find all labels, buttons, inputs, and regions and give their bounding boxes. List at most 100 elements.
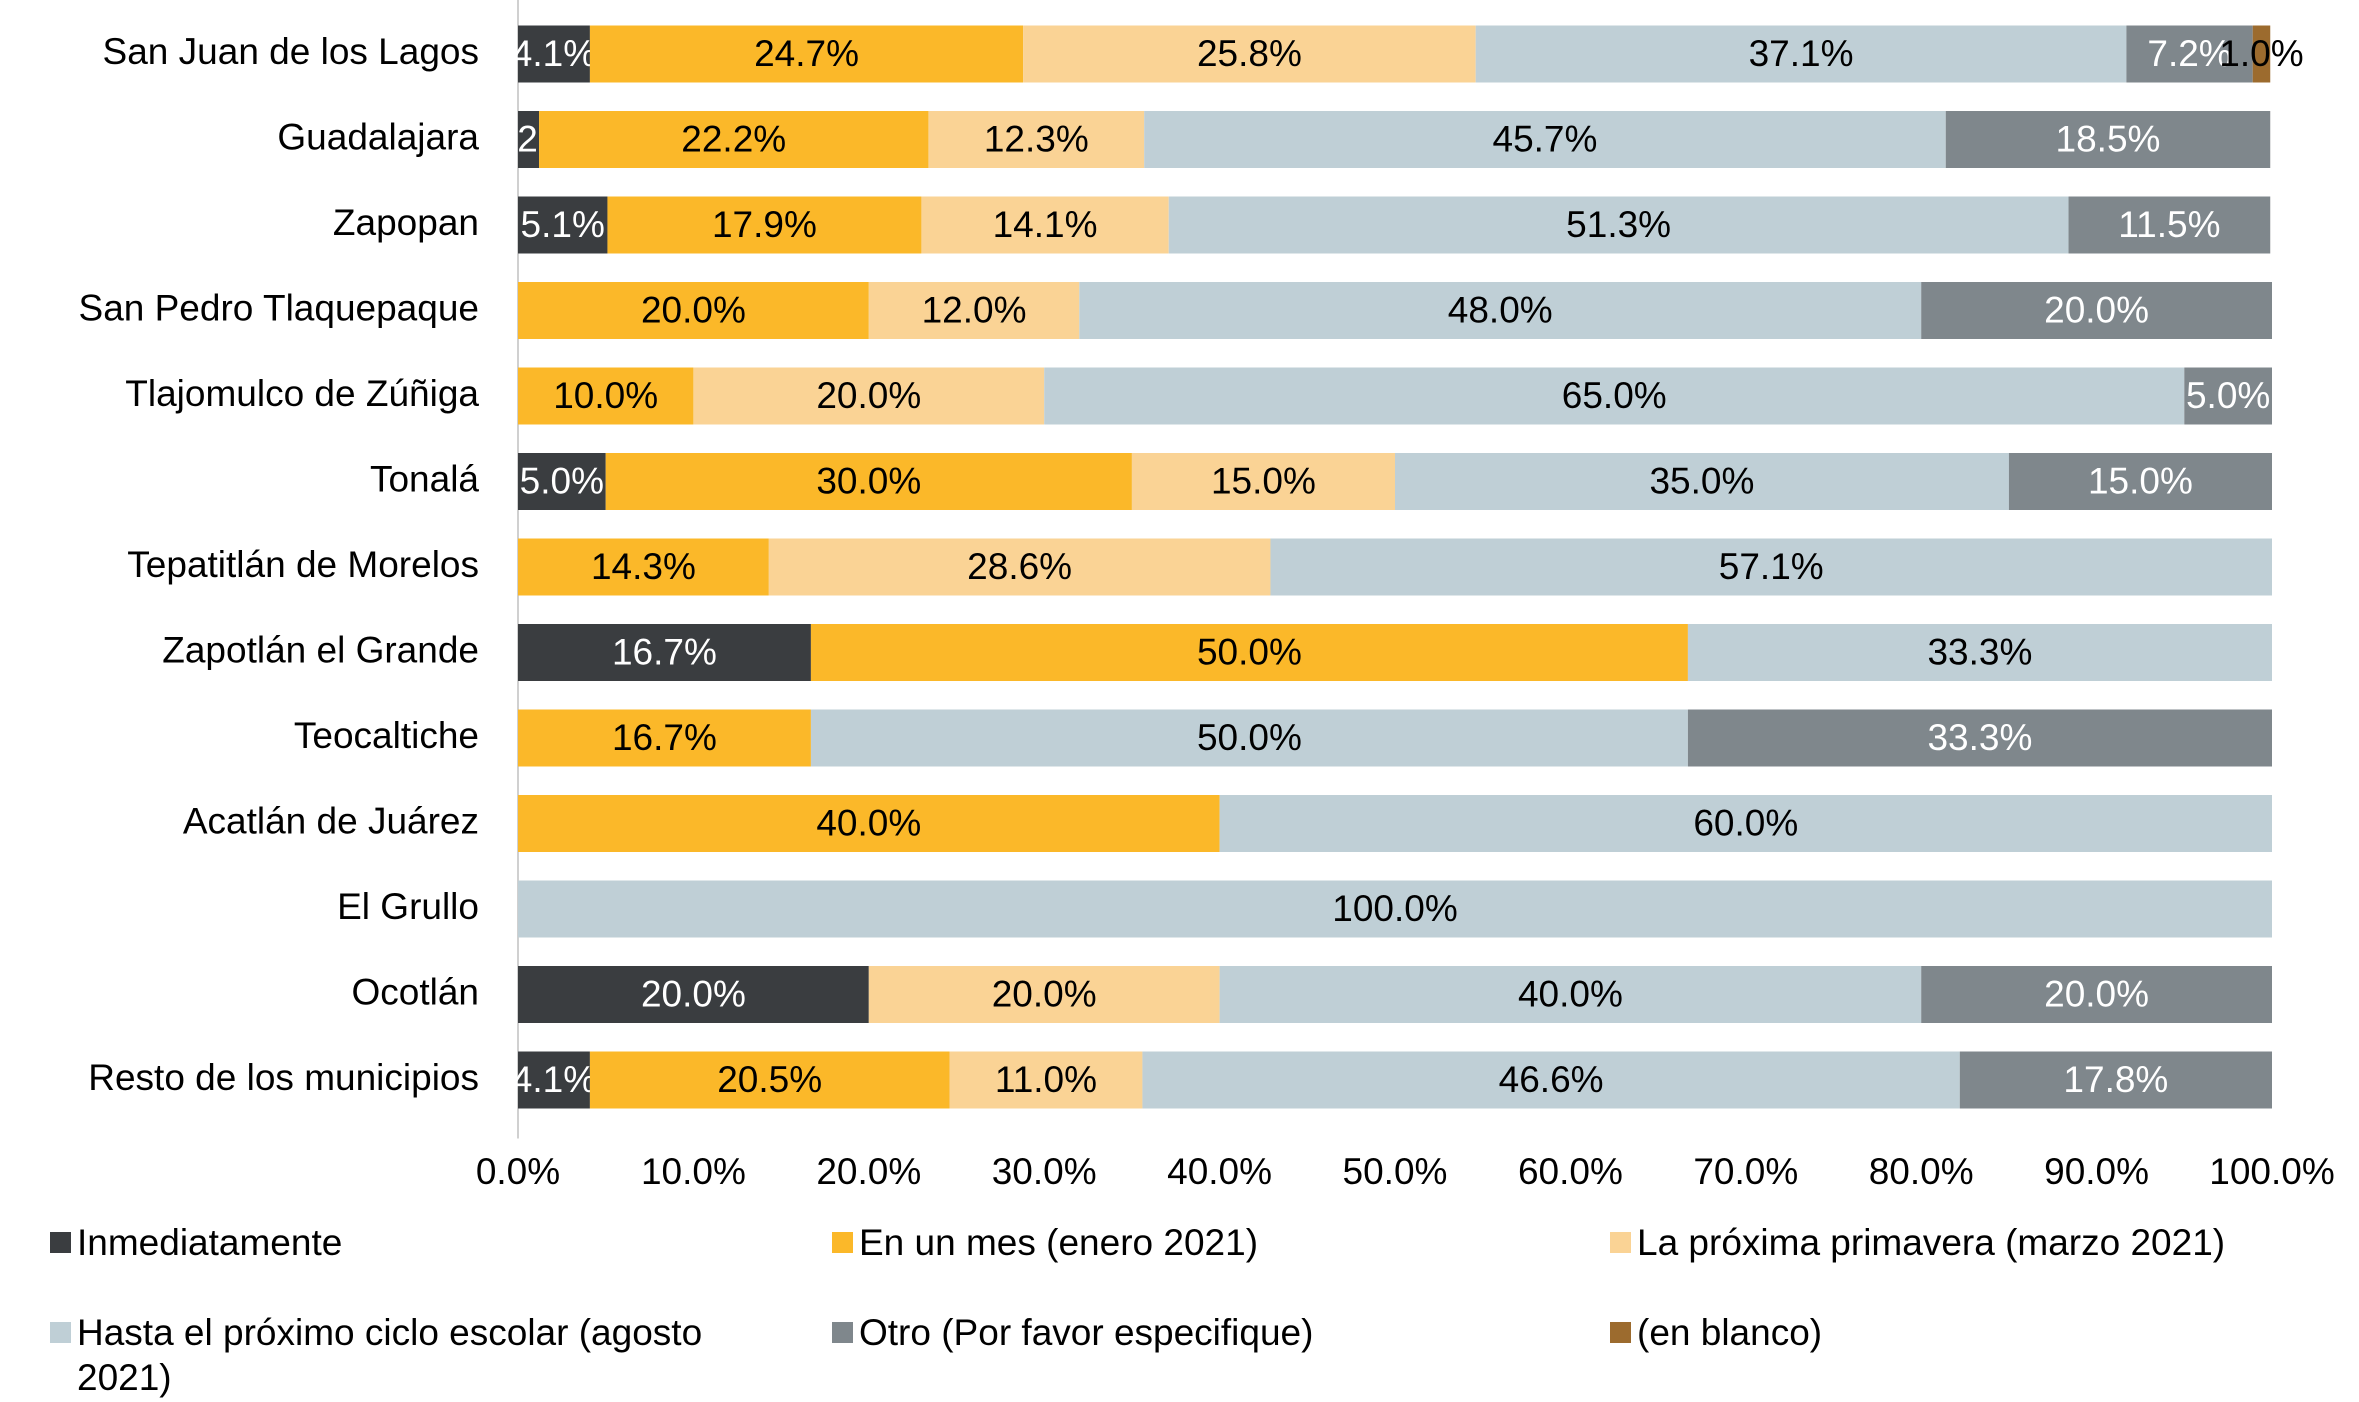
bar-segment [921, 196, 1169, 254]
x-tick-label: 90.0% [2044, 1151, 2149, 1192]
data-label: 15.0% [2088, 460, 2193, 501]
data-label: 5.0% [520, 460, 604, 501]
data-label: 50.0% [1197, 717, 1302, 758]
legend-label: Hasta el próximo ciclo escolar (agosto 2… [77, 1312, 703, 1398]
bar-segment [518, 453, 606, 510]
bar-segment [518, 880, 2272, 938]
data-label: 60.0% [1693, 802, 1798, 843]
category-label: Teocaltiche [294, 715, 479, 756]
bar-segment [810, 624, 1688, 681]
legend-label: (en blanco) [1637, 1312, 1823, 1353]
data-label: 14.3% [591, 546, 696, 587]
x-tick-label: 70.0% [1693, 1151, 1798, 1192]
legend-swatch [50, 1232, 71, 1253]
bar-segment [2068, 196, 2271, 254]
bar-segment [518, 367, 694, 425]
data-label: 18.5% [2056, 118, 2161, 159]
bar-segment [810, 709, 1688, 767]
bar-segment [518, 196, 608, 254]
data-label: 20.5% [717, 1059, 822, 1100]
legend-item: Otro (Por favor especifique) [832, 1310, 1559, 1355]
x-tick-label: 40.0% [1167, 1151, 1272, 1192]
bar-segment [589, 1051, 950, 1109]
data-label: 20.0% [2044, 289, 2149, 330]
legend-item: Hasta el próximo ciclo escolar (agosto 2… [50, 1310, 717, 1400]
category-label: Ocotlán [351, 971, 479, 1012]
bar-segment [1945, 111, 2271, 168]
x-tick-label: 10.0% [641, 1151, 746, 1192]
x-tick-label: 50.0% [1343, 1151, 1448, 1192]
category-label: Tonalá [370, 458, 479, 499]
bar-segment [518, 538, 769, 596]
data-label: 7.2% [2147, 33, 2231, 74]
data-label: 16.7% [612, 717, 717, 758]
legend-swatch [832, 1232, 853, 1253]
data-label: 20.0% [641, 289, 746, 330]
legend-swatch [832, 1322, 853, 1343]
bar-segment [1921, 282, 2272, 339]
category-label: Tepatitlán de Morelos [127, 544, 479, 585]
bar-segment [1079, 282, 1922, 339]
data-label: 12.0% [922, 289, 1027, 330]
data-label: 40.0% [816, 802, 921, 843]
legend-item: La próxima primavera (marzo 2021) [1610, 1220, 2337, 1265]
bar-segment [1475, 25, 2127, 83]
bar-segment [868, 282, 1080, 339]
bar-segment [1687, 624, 2272, 681]
bar-segment [518, 624, 811, 681]
bar-segment [1395, 453, 2009, 510]
x-tick-label: 80.0% [1869, 1151, 1974, 1192]
data-label: 20.0% [2044, 973, 2149, 1014]
bar-segment [518, 111, 540, 168]
data-label: 11.5% [2118, 204, 2220, 245]
bar-segment [518, 25, 590, 83]
bar-segment [589, 25, 1024, 83]
data-label: 15.0% [1211, 460, 1316, 501]
x-tick-label: 60.0% [1518, 1151, 1623, 1192]
data-label: 5.0% [2186, 375, 2270, 416]
bar-segment [868, 966, 1220, 1023]
data-label: 57.1% [1719, 546, 1824, 587]
bar-segment [928, 111, 1145, 168]
bar-segment [518, 1051, 590, 1109]
bar-segment [605, 453, 1132, 510]
bar-segment [1959, 1051, 2272, 1109]
x-tick-label: 30.0% [992, 1151, 1097, 1192]
data-label: 14.1% [993, 204, 1098, 245]
data-label: 17.8% [2063, 1059, 2168, 1100]
data-label: 51.3% [1566, 204, 1671, 245]
data-label: 16.7% [612, 631, 717, 672]
data-label: 25.8% [1197, 33, 1302, 74]
category-label: San Juan de los Lagos [103, 31, 479, 72]
bar-segment [2252, 25, 2271, 83]
legend-item: En un mes (enero 2021) [832, 1220, 1559, 1265]
data-label: 10.0% [553, 375, 658, 416]
bar-segment [1168, 196, 2069, 254]
bar-segment [1044, 367, 2185, 425]
bar-segment [1219, 795, 2272, 852]
legend-item: Inmediatamente [50, 1220, 777, 1265]
data-label: 100.0% [1332, 888, 1458, 929]
legend-item: (en blanco) [1610, 1310, 2337, 1355]
legend-label: En un mes (enero 2021) [859, 1222, 1259, 1263]
data-label: 1.0% [2219, 33, 2303, 74]
data-label: 20.0% [641, 973, 746, 1014]
bar-segment [768, 538, 1271, 596]
data-label: 48.0% [1448, 289, 1553, 330]
data-label: 28.6% [967, 546, 1072, 587]
data-label: 30.0% [816, 460, 921, 501]
category-label: Guadalajara [277, 116, 479, 157]
data-label: 35.0% [1649, 460, 1754, 501]
x-tick-label: 100.0% [2209, 1151, 2335, 1192]
bar-segment [607, 196, 922, 254]
data-label: 11.0% [995, 1059, 1097, 1100]
x-tick-label: 20.0% [816, 1151, 921, 1192]
bar-segment [1131, 453, 1395, 510]
legend-label: La próxima primavera (marzo 2021) [1637, 1222, 2226, 1263]
data-label: 33.3% [1927, 631, 2032, 672]
bar-segment [1144, 111, 1946, 168]
bar-segment [693, 367, 1045, 425]
data-label: 40.0% [1518, 973, 1623, 1014]
